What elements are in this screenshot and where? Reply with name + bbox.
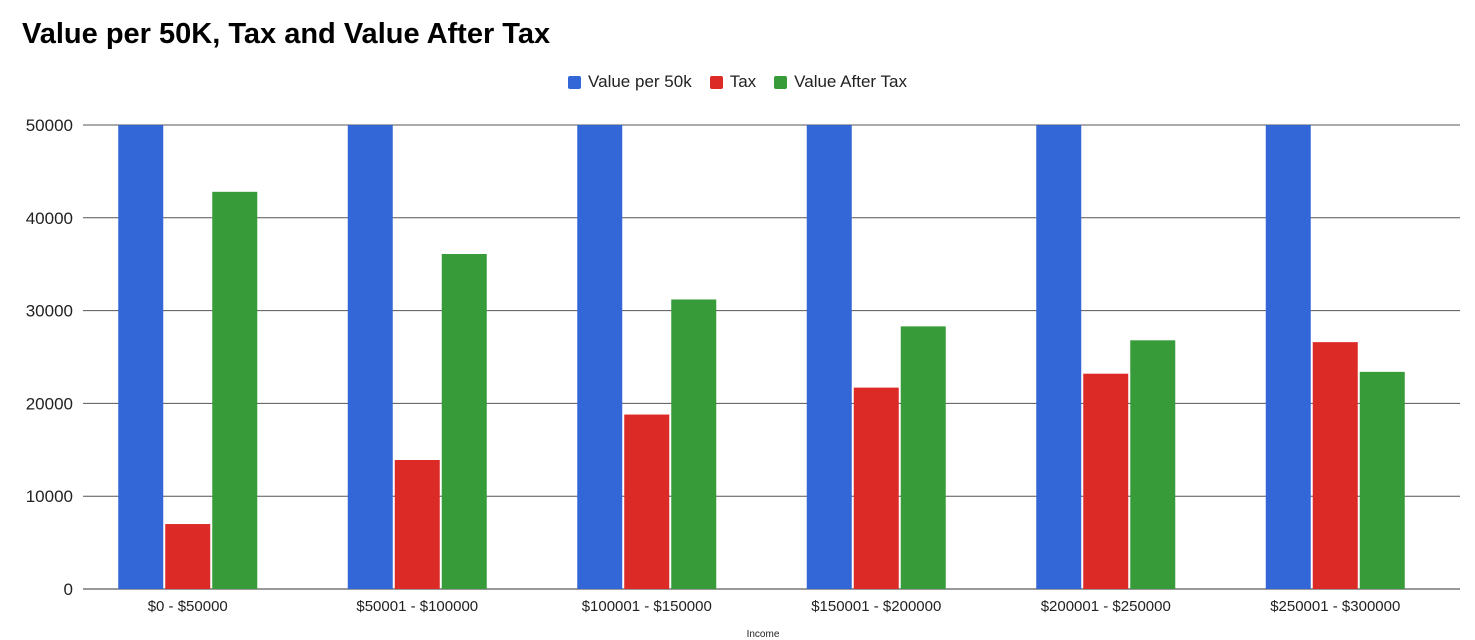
bar-value-per-50k: [577, 125, 623, 589]
x-tick-label: $150001 - $200000: [811, 598, 941, 615]
legend-label-tax: Tax: [729, 72, 757, 91]
bar-value-per-50k: [1265, 125, 1311, 589]
bar-value-after-tax: [441, 253, 487, 589]
bar-tax: [394, 460, 440, 589]
x-tick-label: $250001 - $300000: [1270, 598, 1400, 615]
legend-item-value-per-50k[interactable]: Value per 50k: [568, 72, 692, 92]
bar-tax: [1083, 373, 1129, 589]
y-tick-label: 10000: [26, 487, 73, 506]
legend-item-tax[interactable]: Tax: [709, 72, 757, 92]
bar-tax: [165, 524, 211, 589]
legend-item-value-after-tax[interactable]: Value After Tax: [774, 72, 907, 92]
legend-swatch-value-per-50k: [568, 75, 582, 89]
y-tick-label: 20000: [26, 394, 73, 413]
y-tick-label: 0: [64, 580, 73, 599]
bar-value-after-tax: [212, 191, 258, 590]
legend-label-value-after-tax: Value After Tax: [794, 72, 907, 91]
bar-value-after-tax: [671, 299, 717, 589]
y-tick-label: 50000: [26, 116, 73, 135]
bar-value-per-50k: [806, 125, 852, 589]
y-tick-label: 30000: [26, 302, 73, 321]
chart-title: Value per 50K, Tax and Value After Tax: [22, 18, 551, 50]
x-tick-label: $200001 - $250000: [1041, 598, 1171, 615]
bar-value-after-tax: [900, 326, 946, 589]
legend-swatch-value-after-tax: [774, 75, 788, 89]
x-axis-title: Income: [747, 629, 780, 640]
x-tick-label: $100001 - $150000: [582, 598, 712, 615]
bar-value-per-50k: [1036, 125, 1082, 589]
bar-value-after-tax: [1359, 371, 1405, 589]
bar-tax: [853, 387, 899, 589]
bar-value-per-50k: [118, 125, 164, 589]
bar-tax: [624, 414, 670, 589]
bar-value-per-50k: [347, 125, 393, 589]
legend-swatch-tax: [709, 75, 723, 89]
legend-label-value-per-50k: Value per 50k: [588, 72, 692, 91]
x-tick-label: $50001 - $100000: [356, 598, 478, 615]
y-tick-label: 40000: [26, 209, 73, 228]
legend: Value per 50k Tax Value After Tax: [0, 72, 1475, 92]
bar-value-after-tax: [1130, 340, 1176, 589]
x-tick-label: $0 - $50000: [148, 598, 228, 615]
bar-tax: [1312, 342, 1358, 589]
